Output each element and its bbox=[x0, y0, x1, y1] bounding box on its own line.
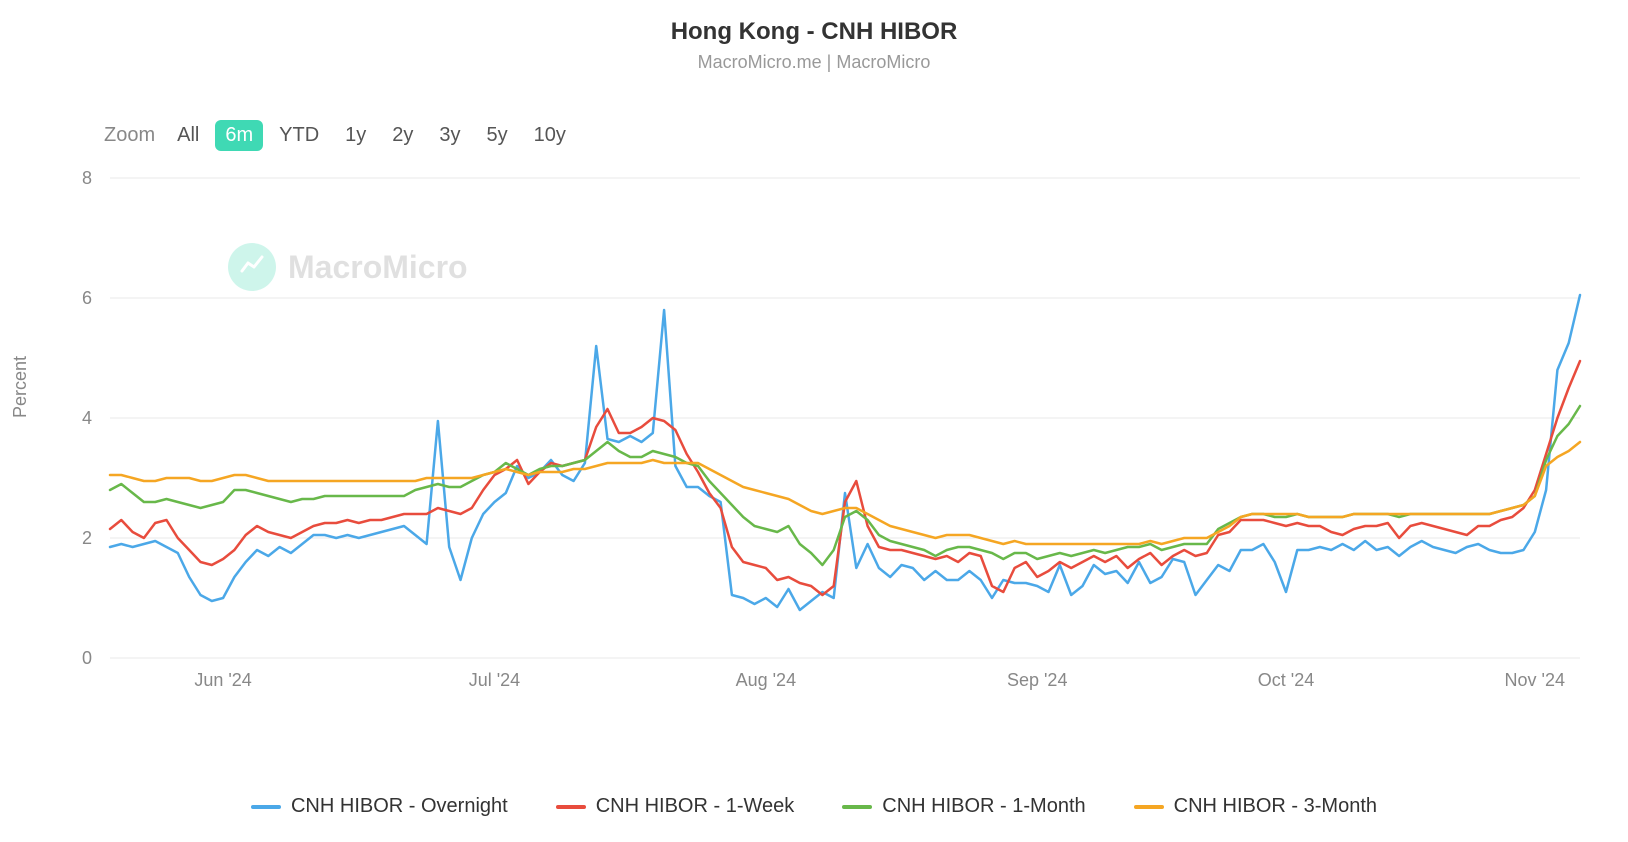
legend-item[interactable]: CNH HIBOR - Overnight bbox=[251, 795, 508, 818]
svg-text:Sep '24: Sep '24 bbox=[1007, 670, 1068, 690]
zoom-bar: Zoom All6mYTD1y2y3y5y10y bbox=[104, 120, 576, 151]
chart-subtitle: MacroMicro.me | MacroMicro bbox=[0, 52, 1628, 73]
svg-text:Nov '24: Nov '24 bbox=[1505, 670, 1565, 690]
legend-label: CNH HIBOR - 1-Month bbox=[882, 795, 1085, 818]
legend-swatch bbox=[1134, 805, 1164, 809]
legend: CNH HIBOR - Overnight CNH HIBOR - 1-Week C… bbox=[0, 795, 1628, 818]
zoom-btn-2y[interactable]: 2y bbox=[382, 120, 423, 151]
legend-label: CNH HIBOR - 3-Month bbox=[1174, 795, 1377, 818]
legend-item[interactable]: CNH HIBOR - 1-Week bbox=[556, 795, 795, 818]
legend-item[interactable]: CNH HIBOR - 1-Month bbox=[842, 795, 1085, 818]
zoom-label: Zoom bbox=[104, 124, 155, 147]
svg-text:4: 4 bbox=[82, 408, 92, 428]
series-line[interactable] bbox=[110, 406, 1580, 565]
svg-text:Jun '24: Jun '24 bbox=[194, 670, 251, 690]
svg-text:6: 6 bbox=[82, 288, 92, 308]
y-axis-label: Percent bbox=[10, 356, 31, 418]
series-line[interactable] bbox=[110, 361, 1580, 595]
chart-area[interactable]: 0 2 4 6 8 Jun '24 Jul '24 Aug '24 Sep '24 Oct '24… bbox=[50, 168, 1590, 728]
zoom-btn-10y[interactable]: 10y bbox=[524, 120, 576, 151]
zoom-btn-5y[interactable]: 5y bbox=[477, 120, 518, 151]
legend-swatch bbox=[842, 805, 872, 809]
series-line[interactable] bbox=[110, 295, 1580, 610]
svg-text:0: 0 bbox=[82, 648, 92, 668]
svg-text:2: 2 bbox=[82, 528, 92, 548]
svg-text:Aug '24: Aug '24 bbox=[736, 670, 797, 690]
zoom-btn-all[interactable]: All bbox=[167, 120, 209, 151]
legend-swatch bbox=[556, 805, 586, 809]
legend-label: CNH HIBOR - 1-Week bbox=[596, 795, 795, 818]
zoom-btn-3y[interactable]: 3y bbox=[429, 120, 470, 151]
legend-swatch bbox=[251, 805, 281, 809]
zoom-btn-1y[interactable]: 1y bbox=[335, 120, 376, 151]
svg-text:Jul '24: Jul '24 bbox=[469, 670, 520, 690]
legend-label: CNH HIBOR - Overnight bbox=[291, 795, 508, 818]
legend-item[interactable]: CNH HIBOR - 3-Month bbox=[1134, 795, 1377, 818]
svg-text:8: 8 bbox=[82, 168, 92, 188]
zoom-btn-6m[interactable]: 6m bbox=[215, 120, 263, 151]
chart-svg: 0 2 4 6 8 Jun '24 Jul '24 Aug '24 Sep '24 Oct '24… bbox=[50, 168, 1590, 728]
svg-text:Oct '24: Oct '24 bbox=[1258, 670, 1314, 690]
chart-title: Hong Kong - CNH HIBOR bbox=[0, 18, 1628, 46]
zoom-btn-ytd[interactable]: YTD bbox=[269, 120, 329, 151]
